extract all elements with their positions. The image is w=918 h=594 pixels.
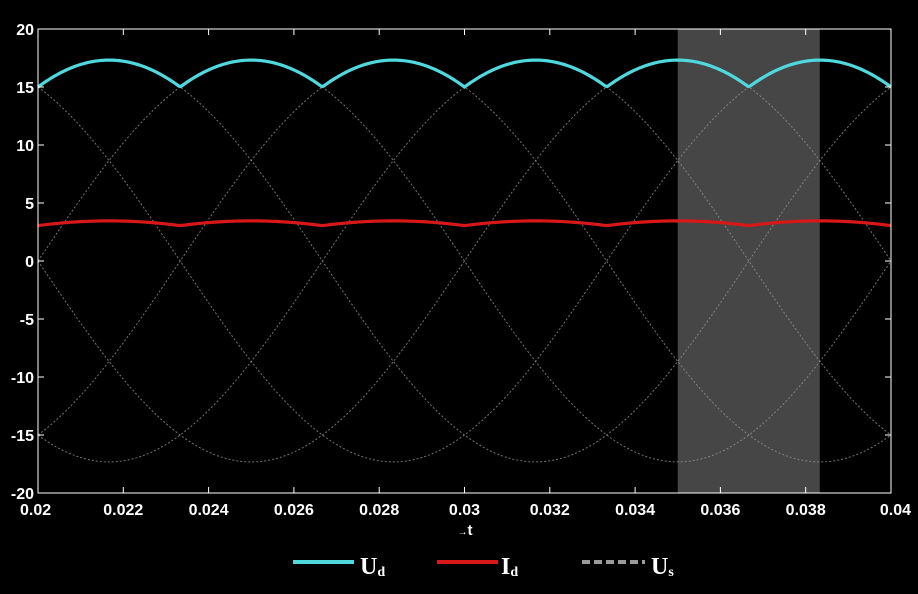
x-tick-label: 0.02 (20, 502, 51, 519)
y-tick-label: -15 (11, 428, 34, 445)
y-tick-label: 15 (16, 80, 34, 97)
y-tick-label: 0 (25, 254, 34, 271)
x-axis-label-arrow: → (458, 527, 468, 538)
source-phase-line-4 (37, 59, 892, 463)
y-tick-label: 10 (16, 138, 34, 155)
x-axis-label-text: t (468, 522, 473, 539)
svg-text:Ud: Ud (360, 554, 385, 580)
legend-subscript-id: d (510, 565, 518, 580)
x-tick-label: 0.034 (615, 502, 655, 519)
x-tick-label: 0.04 (880, 502, 911, 519)
legend: Ud Id Us (293, 554, 674, 580)
x-axis: 0.02 0.022 0.024 0.026 0.028 0.03 0.032 0.034 0.… (20, 29, 911, 519)
y-tick-label: -5 (20, 312, 34, 329)
x-tick-label: 0.03 (449, 502, 480, 519)
legend-label-id: I (501, 554, 510, 580)
source-phase-line-6 (37, 59, 892, 463)
x-tick-label: 0.022 (103, 502, 143, 519)
legend-item-ud: Ud (293, 554, 385, 580)
svg-text:Id: Id (501, 554, 518, 580)
x-axis-label: →t (458, 522, 473, 539)
x-tick-label: 0.038 (786, 502, 826, 519)
y-tick-label: -20 (11, 486, 34, 503)
y-tick-label: -10 (11, 370, 34, 387)
x-tick-label: 0.026 (274, 502, 314, 519)
highlight-region (677, 29, 820, 493)
x-tick-label: 0.028 (359, 502, 399, 519)
y-tick-label: 20 (16, 22, 34, 39)
legend-item-id: Id (437, 554, 518, 580)
legend-subscript-us: s (668, 565, 674, 580)
x-tick-label: 0.032 (530, 502, 570, 519)
x-tick-label: 0.036 (700, 502, 740, 519)
legend-label-us: U (651, 554, 668, 580)
legend-subscript-ud: d (377, 565, 385, 580)
y-axis: 20 15 10 5 0 -5 -10 -15 -20 (11, 22, 891, 503)
svg-text:Us: Us (651, 554, 674, 580)
legend-item-us: Us (582, 554, 674, 580)
series-line-ud (37, 58, 892, 89)
series-line-id (37, 219, 892, 228)
legend-label-ud: U (360, 554, 377, 580)
y-tick-label: 5 (25, 196, 34, 213)
x-tick-label: 0.024 (189, 502, 229, 519)
